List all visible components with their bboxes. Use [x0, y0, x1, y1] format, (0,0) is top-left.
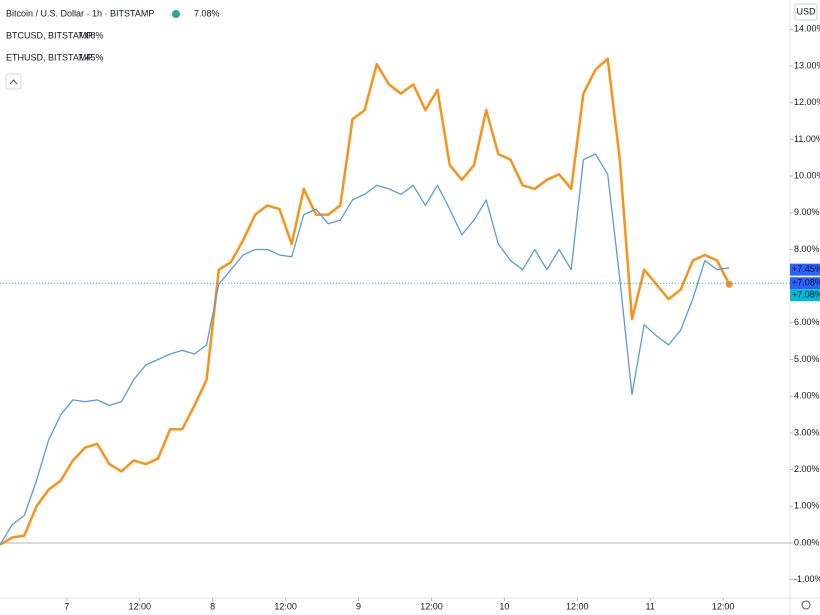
- legend-value: 7.08%: [78, 30, 104, 40]
- y-tick-label: 0.00%: [794, 537, 820, 547]
- x-tick-label: 12:00: [712, 601, 735, 611]
- y-tick-label: 3.00%: [794, 427, 820, 437]
- legend-name: ETHUSD, BITSTAMP: [6, 52, 92, 62]
- y-tick-label: 8.00%: [794, 244, 820, 254]
- status-dot: [172, 10, 180, 18]
- y-tick-label: 1.00%: [794, 501, 820, 511]
- collapse-icon: [9, 79, 18, 85]
- x-tick-label: 11: [646, 601, 655, 611]
- x-tick-label: 12:00: [566, 601, 589, 611]
- y-tick-label: 6.00%: [794, 317, 820, 327]
- legend-value: 7.45%: [78, 52, 104, 62]
- y-tick-label: 5.00%: [794, 354, 820, 364]
- x-tick-label: 12:00: [274, 601, 297, 611]
- legend-name: BTCUSD, BITSTAMP: [6, 30, 92, 40]
- y-tick-label: 14.00%: [794, 24, 820, 34]
- price-label: +7.45%: [792, 264, 820, 274]
- y-tick-label: 2.00%: [794, 464, 820, 474]
- settings-icon[interactable]: [801, 600, 811, 610]
- y-tick-label: 11.00%: [794, 134, 820, 144]
- x-tick-label: 9: [356, 601, 361, 611]
- chart-title: Bitcoin / U.S. Dollar · 1h · BITSTAMP: [6, 8, 154, 18]
- title-value: 7.08%: [194, 8, 220, 18]
- x-tick-label: 10: [499, 601, 509, 611]
- currency-label: USD: [796, 6, 816, 16]
- last-point: [725, 280, 733, 288]
- y-tick-label: 4.00%: [794, 391, 820, 401]
- series-line: [0, 57, 731, 546]
- x-tick-label: 7: [64, 601, 69, 611]
- y-tick-label: -1.00%: [794, 574, 820, 584]
- x-tick-label: 12:00: [420, 601, 443, 611]
- y-tick-label: 12.00%: [794, 97, 820, 107]
- x-tick-label: 12:00: [129, 601, 152, 611]
- x-tick-label: 8: [210, 601, 215, 611]
- price-label-box: [790, 263, 820, 276]
- y-tick-label: 10.00%: [794, 170, 820, 180]
- series-line: [0, 153, 730, 546]
- price-label-box: [790, 277, 820, 290]
- currency-button[interactable]: [794, 3, 818, 21]
- price-label: +7.08%: [792, 290, 820, 300]
- plot: [0, 57, 790, 546]
- price-label-box: [790, 289, 820, 302]
- collapse-button[interactable]: [5, 73, 22, 90]
- y-tick-label: 9.00%: [794, 207, 820, 217]
- y-tick-label: 13.00%: [794, 60, 820, 70]
- price-label: +7.08%: [792, 278, 820, 288]
